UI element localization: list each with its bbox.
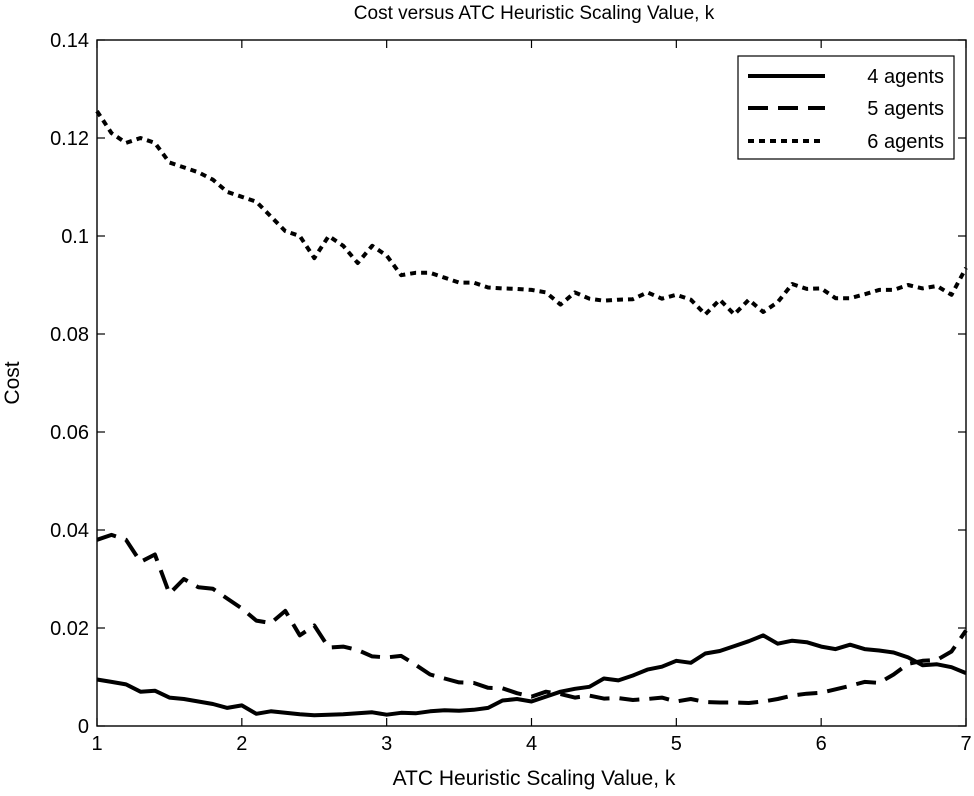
series-line-5-agents (96, 532, 968, 705)
x-tick-label: 4 (526, 733, 537, 755)
y-tick-label: 0.04 (50, 520, 89, 542)
chart-title: Cost versus ATC Heuristic Scaling Value,… (354, 3, 715, 24)
legend-label-6-agents: 6 agents (867, 131, 944, 153)
x-tick-label: 3 (381, 733, 392, 755)
x-tick-label: 7 (960, 733, 971, 755)
series-line-6-agents (95, 109, 968, 317)
x-tick-label: 1 (91, 733, 102, 755)
y-tick-label: 0 (78, 716, 89, 738)
x-tick-label: 2 (236, 733, 247, 755)
x-axis-label: ATC Heuristic Scaling Value, k (393, 767, 676, 790)
y-tick-label: 0.02 (50, 618, 89, 640)
y-tick-label: 0.14 (50, 30, 89, 52)
y-axis-ticks: 0 0.02 0.04 0.06 0.08 0.1 0.12 0.14 (50, 30, 966, 738)
y-tick-label: 0.08 (50, 324, 89, 346)
legend-label-5-agents: 5 agents (867, 98, 944, 120)
y-tick-label: 0.12 (50, 128, 89, 150)
x-tick-label: 6 (816, 733, 827, 755)
y-tick-label: 0.1 (61, 226, 89, 248)
y-axis-label: Cost (1, 361, 24, 404)
x-tick-label: 5 (671, 733, 682, 755)
y-tick-label: 0.06 (50, 422, 89, 444)
legend-label-4-agents: 4 agents (867, 66, 944, 88)
series-layer (95, 109, 968, 718)
series-line-4-agents (96, 633, 967, 718)
x-axis-ticks: 1 2 3 4 5 6 7 (91, 40, 972, 755)
legend: 4 agents 5 agents 6 agents (737, 55, 955, 160)
